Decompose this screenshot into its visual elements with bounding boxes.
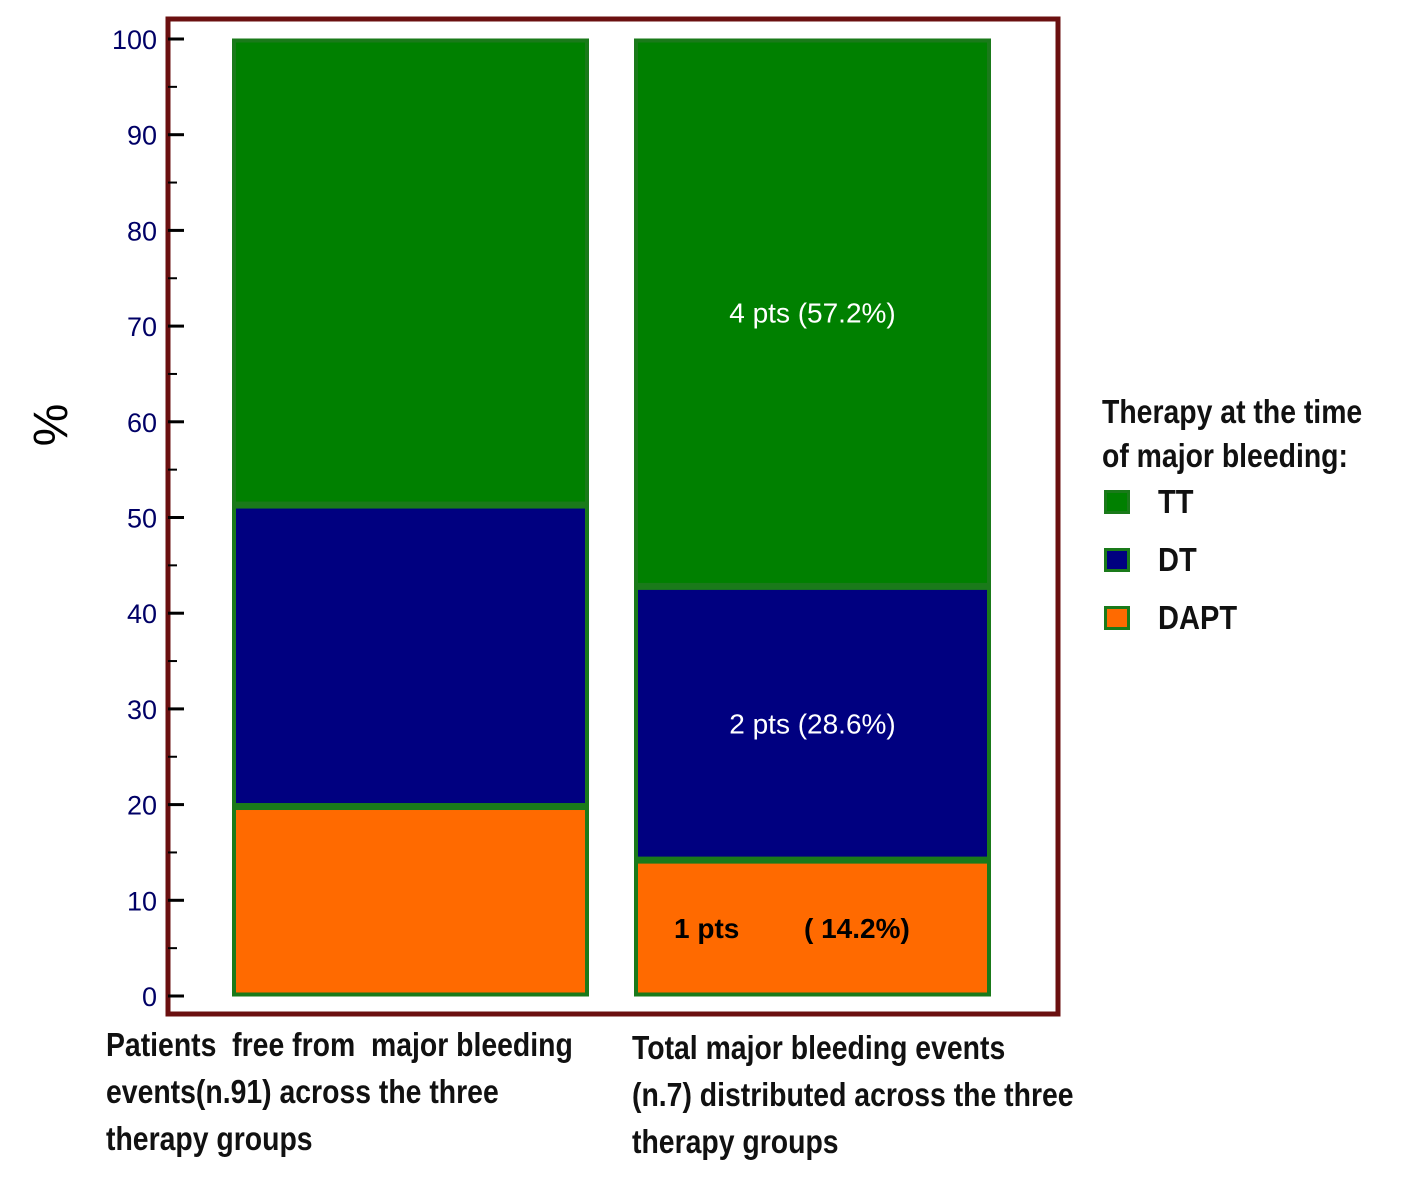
legend-swatch-dapt	[1104, 606, 1130, 630]
y-tick-label: 90	[127, 121, 157, 151]
legend-title-line-1: Therapy at the time	[1102, 393, 1363, 430]
bar-segment-dt-0	[232, 504, 589, 808]
legend-item-dapt: DAPT	[1102, 598, 1412, 656]
y-tick-label: 70	[127, 312, 157, 342]
y-tick-label: 40	[127, 599, 157, 629]
y-axis-label: %	[25, 403, 78, 447]
bar-segment-tt-0	[232, 38, 589, 506]
category-label-total-bleeding-events: Total major bleeding events (n.7) distri…	[632, 1029, 1074, 1160]
y-tick-label: 80	[127, 216, 157, 246]
y-tick-label: 30	[127, 695, 157, 725]
y-tick-label: 50	[127, 504, 157, 534]
legend-swatch-tt	[1104, 490, 1130, 514]
legend-item-dt: DT	[1102, 540, 1412, 598]
bar-segment-dapt-0	[232, 806, 589, 997]
legend-label-tt: TT	[1158, 483, 1194, 520]
y-tick-label: 60	[127, 408, 157, 438]
y-tick-label: 20	[127, 791, 157, 821]
data-label-dapt-right: ( 14.2%)	[804, 913, 910, 944]
y-tick-label: 0	[142, 982, 157, 1012]
bar-segment-dt-1	[634, 585, 991, 861]
y-tick-label: 10	[127, 886, 157, 916]
data-label-dt: 2 pts (28.6%)	[729, 708, 896, 739]
legend-item-tt: TT	[1102, 482, 1412, 540]
legend-label-dapt: DAPT	[1158, 599, 1238, 636]
y-tick-label: 100	[112, 25, 157, 55]
category-label-free-from-bleeding: Patients free from major bleeding events…	[106, 1026, 573, 1157]
legend-title-line-2: of major bleeding:	[1102, 437, 1348, 474]
legend-swatch-dt	[1104, 548, 1130, 572]
data-label-tt: 4 pts (57.2%)	[729, 298, 896, 329]
bar-segment-tt-1	[634, 38, 991, 587]
bar-segment-dapt-1	[634, 859, 991, 997]
data-label-dapt-left: 1 pts	[674, 913, 739, 944]
legend: Therapy at the time of major bleeding: T…	[1102, 390, 1412, 656]
legend-label-dt: DT	[1158, 541, 1197, 578]
